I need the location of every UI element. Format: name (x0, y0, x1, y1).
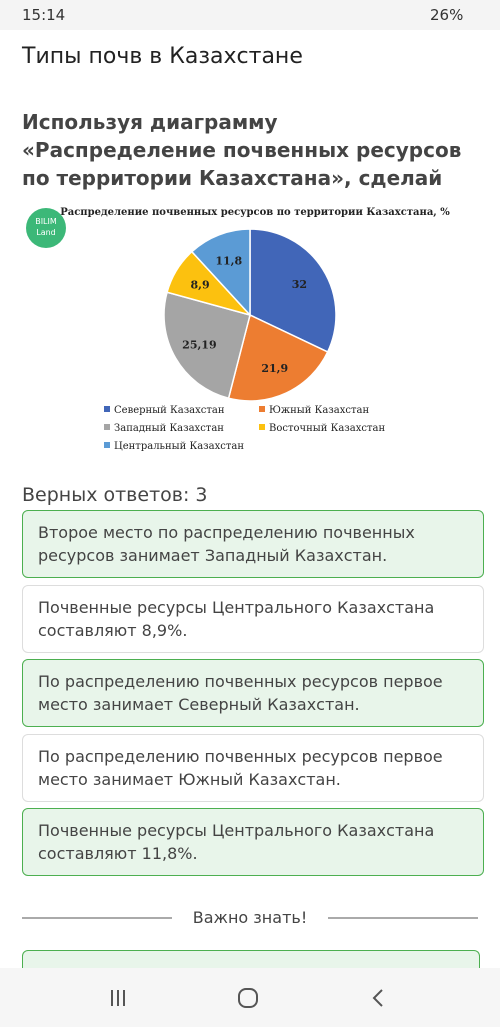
correct-count: Верных ответов: 3 (22, 484, 208, 506)
logo (26, 208, 66, 248)
legend-label: Западный Казахстан (114, 423, 224, 434)
answer-option[interactable]: По распределению почвенных ресурсов перв… (22, 659, 484, 727)
info-card (22, 950, 480, 971)
legend-swatch (259, 406, 265, 412)
logo-text: Land (36, 228, 56, 237)
legend-label: Южный Казахстан (269, 405, 369, 416)
page-title: Типы почв в Казахстане (22, 44, 303, 69)
answer-option[interactable]: По распределению почвенных ресурсов перв… (22, 733, 484, 802)
data-label: 32 (292, 278, 307, 291)
recent-button[interactable] (111, 990, 125, 1006)
legend-swatch (259, 424, 265, 430)
data-label: 8,9 (191, 279, 210, 292)
answer-option[interactable]: Почвенные ресурсы Центрального Казахстан… (22, 808, 484, 876)
legend-label: Северный Казахстан (114, 405, 225, 416)
nav-bar (0, 968, 500, 1027)
slice (190, 228, 251, 317)
slice (163, 291, 251, 400)
time: 15:14 (22, 6, 66, 24)
chart: BILIM Land Распределение почвенных ресур… (22, 198, 478, 460)
status-bar: 15:14 26% (0, 0, 500, 30)
data-label: 25,19 (182, 338, 216, 351)
slice (249, 228, 337, 353)
data-label: 11,8 (215, 255, 242, 268)
legend-label: Центральный Казахстан (114, 441, 244, 452)
separator: Важно знать! (22, 908, 478, 927)
chart-title: Распределение почвенных ресурсов по терр… (60, 207, 450, 218)
home-button[interactable] (238, 988, 258, 1008)
legend-label: Восточный Казахстан (269, 423, 385, 434)
legend-swatch (104, 442, 110, 448)
battery: 26% (430, 6, 464, 24)
logo-text: BILIM (35, 217, 57, 226)
answer-option[interactable]: Почвенные ресурсы Центрального Казахстан… (22, 584, 484, 653)
legend-swatch (104, 406, 110, 412)
slice (227, 313, 329, 402)
answer-option[interactable]: Второе место по распределению почвенных … (22, 510, 484, 578)
back-button[interactable] (372, 989, 383, 1007)
section-title: Важно знать! (193, 908, 307, 927)
legend-swatch (104, 424, 110, 430)
data-label: 21,9 (261, 362, 288, 375)
